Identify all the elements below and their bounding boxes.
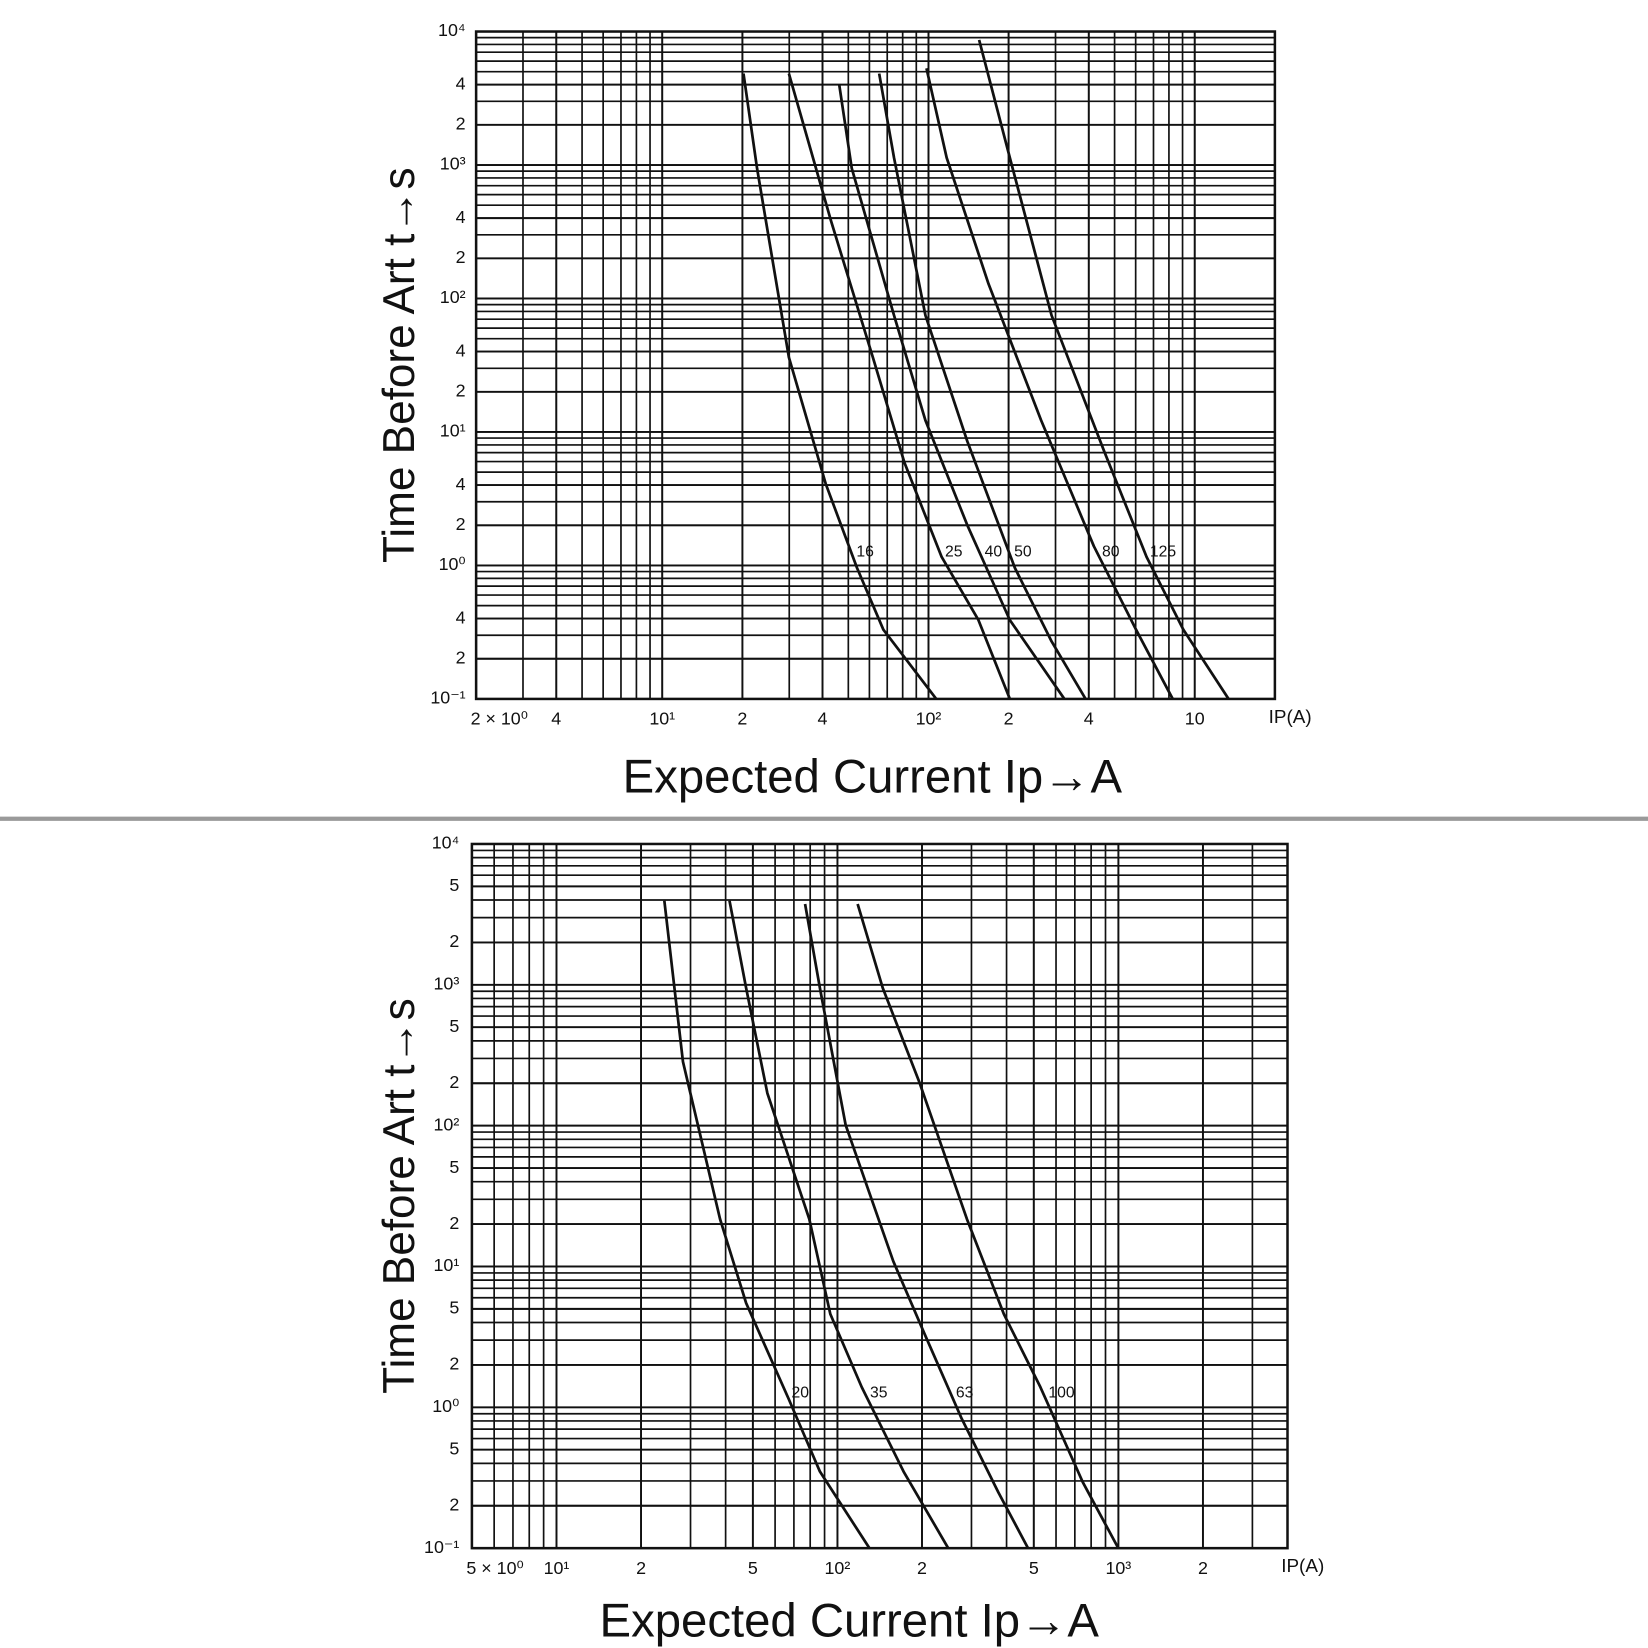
- curve: [742, 73, 938, 700]
- curve: [925, 68, 1174, 700]
- y-tick-label: 5: [449, 1298, 459, 1318]
- x-tick-label: 10: [1185, 709, 1205, 729]
- x-tick-label: 10¹: [544, 1558, 570, 1578]
- y-tick-label: 10³: [433, 974, 459, 994]
- y-tick-label: 10²: [433, 1114, 459, 1134]
- x-tick-label: 5: [1029, 1558, 1039, 1578]
- y-tick-label: 4: [456, 474, 466, 494]
- y-tick-label: 2: [456, 381, 466, 401]
- y-tick-label: 5: [449, 1016, 459, 1036]
- x-tick-label: 10³: [1105, 1558, 1131, 1578]
- curve: [877, 73, 1087, 700]
- curve-label: 40: [985, 543, 1003, 560]
- x-axis-title: Expected Current Ip→A: [600, 1594, 1100, 1647]
- plot-frame: [470, 842, 1289, 1550]
- y-tick-label: 10⁻¹: [430, 688, 465, 708]
- plot-frame: [474, 30, 1277, 701]
- curve-label: 50: [1014, 543, 1032, 560]
- y-tick-label: 2: [449, 1072, 459, 1092]
- y-tick-label: 4: [456, 207, 466, 227]
- curve: [787, 73, 1012, 700]
- y-tick-label: 10³: [440, 154, 466, 174]
- x-tick-label: 4: [1084, 709, 1094, 729]
- y-tick-label: 5: [449, 1438, 459, 1458]
- x-tick-label: 10¹: [649, 709, 675, 729]
- x-tick-label: 5: [748, 1558, 758, 1578]
- curve-label: 100: [1048, 1384, 1075, 1401]
- x-tick-label: 2 × 10⁰: [471, 709, 528, 729]
- x-tick-label: 2: [1198, 1558, 1208, 1578]
- curve-label: 80: [1102, 543, 1120, 560]
- y-tick-label: 2: [449, 931, 459, 951]
- y-tick-label: 10⁴: [438, 20, 466, 40]
- x-unit: IP(A): [1281, 1556, 1324, 1577]
- curve: [977, 39, 1230, 700]
- x-tick-label: 10²: [916, 709, 942, 729]
- curve-label: 25: [945, 543, 963, 560]
- y-tick-label: 10¹: [440, 421, 466, 441]
- y-tick-label: 10¹: [433, 1255, 459, 1275]
- y-tick-label: 2: [456, 514, 466, 534]
- y-axis-title: Time Before Art t→s: [375, 998, 424, 1394]
- curve: [837, 83, 1066, 700]
- y-tick-label: 10⁰: [439, 554, 466, 574]
- x-tick-label: 2: [636, 1558, 646, 1578]
- y-tick-label: 2: [456, 114, 466, 134]
- curve: [728, 900, 950, 1549]
- x-axis-title: Expected Current Ip→A: [623, 750, 1123, 803]
- y-axis-title: Time Before Art t→s: [375, 167, 424, 563]
- curve-label: 125: [1150, 543, 1177, 560]
- y-tick-label: 2: [449, 1354, 459, 1374]
- curve: [856, 903, 1120, 1549]
- curve-label: 16: [856, 543, 874, 560]
- x-tick-label: 10²: [825, 1558, 851, 1578]
- y-tick-label: 5: [449, 875, 459, 895]
- curve-label: 35: [870, 1384, 888, 1401]
- curve: [803, 903, 1030, 1549]
- x-unit: IP(A): [1269, 707, 1312, 728]
- y-tick-label: 10⁻¹: [424, 1537, 459, 1557]
- y-tick-label: 10²: [440, 287, 466, 307]
- y-tick-label: 4: [456, 340, 466, 360]
- y-tick-label: 5: [449, 1157, 459, 1177]
- x-tick-label: 2: [917, 1558, 927, 1578]
- y-tick-label: 10⁴: [432, 833, 460, 853]
- x-tick-label: 4: [818, 709, 828, 729]
- y-tick-label: 4: [456, 73, 466, 93]
- y-tick-label: 2: [456, 647, 466, 667]
- y-tick-label: 2: [449, 1213, 459, 1233]
- x-tick-label: 5 × 10⁰: [466, 1558, 523, 1578]
- y-tick-label: 10⁰: [432, 1396, 459, 1416]
- x-tick-label: 2: [737, 709, 747, 729]
- x-tick-label: 2: [1004, 709, 1014, 729]
- x-tick-label: 4: [551, 709, 561, 729]
- curve-label: 20: [791, 1384, 809, 1401]
- y-tick-label: 2: [456, 247, 466, 267]
- y-tick-label: 2: [449, 1494, 459, 1514]
- y-tick-label: 4: [456, 607, 466, 627]
- curve-label: 63: [956, 1384, 974, 1401]
- curve: [662, 900, 871, 1549]
